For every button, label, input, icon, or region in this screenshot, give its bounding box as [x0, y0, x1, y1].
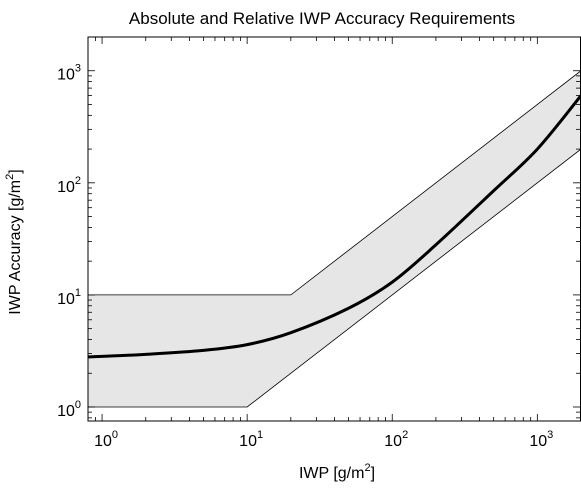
y-tick-labels: 100 101 102 103 — [57, 63, 81, 420]
x-axis-label: IWP [g/m2] — [299, 462, 375, 482]
y-tick-label: 100 — [57, 399, 81, 420]
y-axis-label: IWP Accuracy [g/m2] — [4, 169, 24, 314]
x-tick-label: 103 — [529, 429, 553, 450]
plot-area — [88, 70, 581, 408]
y-tick-label: 101 — [57, 287, 81, 308]
y-tick-label: 103 — [57, 63, 81, 84]
series-line — [88, 94, 581, 359]
y-tick-label: 102 — [57, 175, 81, 196]
x-tick-label: 102 — [384, 429, 408, 450]
chart-title: Absolute and Relative IWP Accuracy Requi… — [129, 9, 515, 28]
axis-ticks — [87, 36, 581, 421]
x-tick-labels: 100 101 102 103 — [94, 429, 553, 450]
band-upper-boundary — [88, 70, 581, 296]
band-lower-boundary — [88, 148, 581, 408]
accuracy-band — [88, 70, 581, 407]
x-tick-label: 100 — [94, 429, 118, 450]
x-tick-label: 101 — [239, 429, 263, 450]
